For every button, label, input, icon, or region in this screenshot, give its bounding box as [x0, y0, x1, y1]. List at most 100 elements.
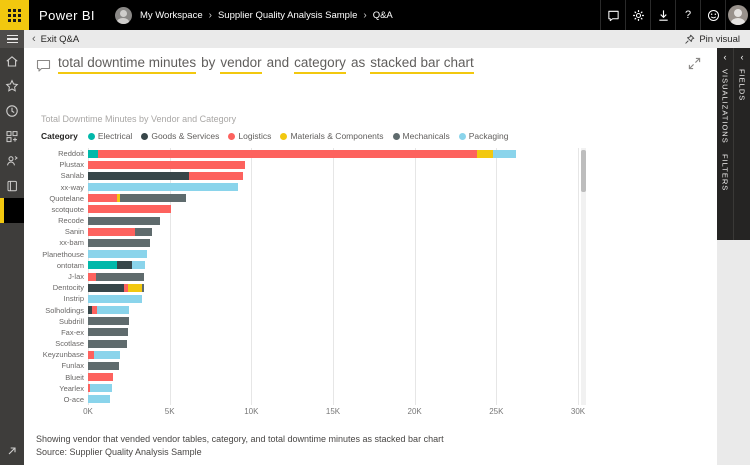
legend-item[interactable]: Goods & Services	[141, 131, 219, 141]
legend-item[interactable]: Electrical	[87, 131, 132, 141]
qna-term[interactable]: total downtime minutes	[58, 55, 197, 74]
y-axis-label[interactable]: Keyzunbase	[42, 350, 84, 360]
bar-row-Blueit[interactable]	[88, 373, 114, 382]
bar-segment[interactable]	[135, 227, 152, 236]
bar-segment[interactable]	[88, 339, 128, 348]
bar-segment[interactable]	[493, 149, 516, 158]
bar-segment[interactable]	[88, 350, 94, 359]
bar-segment[interactable]	[92, 306, 97, 315]
chart-scrollbar[interactable]	[581, 148, 586, 405]
bar-segment[interactable]	[88, 395, 111, 404]
bar-segment[interactable]	[88, 160, 245, 169]
bar-segment[interactable]	[88, 183, 239, 192]
legend-item[interactable]: Materials & Components	[280, 131, 384, 141]
bar-segment[interactable]	[116, 194, 120, 203]
legend-item[interactable]: Mechanicals	[392, 131, 450, 141]
bar-segment[interactable]	[88, 194, 117, 203]
breadcrumb-item[interactable]: Q&A	[372, 9, 393, 21]
bar-row-Solholdings[interactable]	[88, 306, 129, 315]
bar-segment[interactable]	[97, 149, 477, 158]
y-axis-label[interactable]: Scotlase	[55, 339, 84, 349]
bar-segment[interactable]	[119, 194, 186, 203]
qna-term[interactable]: vendor	[220, 55, 262, 74]
app-launcher-button[interactable]	[0, 0, 29, 30]
account-avatar[interactable]	[725, 0, 750, 30]
workspace-avatar[interactable]	[114, 6, 132, 24]
visualizations-filters-panel[interactable]: ‹ VISUALIZATIONS FILTERS	[717, 48, 733, 240]
qna-question-input[interactable]: total downtime minutes by vendor and categor…	[58, 55, 479, 74]
sidebar-item-recent[interactable]	[0, 98, 24, 123]
bar-segment[interactable]	[132, 261, 146, 270]
bar-segment[interactable]	[88, 283, 124, 292]
sidebar-item-active-workspace[interactable]	[0, 198, 24, 223]
bar-segment[interactable]	[96, 272, 145, 281]
y-axis-label[interactable]: J-lax	[68, 272, 84, 281]
y-axis-label[interactable]: ontotam	[56, 260, 84, 270]
bar-row-Recode[interactable]	[88, 216, 160, 225]
bar-segment[interactable]	[123, 283, 128, 292]
y-axis-label[interactable]: xx-way	[60, 182, 84, 192]
y-axis-label[interactable]: Yearlex	[59, 383, 84, 393]
bar-segment[interactable]	[88, 261, 117, 270]
y-axis-label[interactable]: Sanin	[64, 227, 84, 237]
bar-row-Sanin[interactable]	[88, 227, 152, 236]
expand-sidebar-button[interactable]	[0, 441, 24, 461]
gear-button[interactable]	[625, 0, 650, 30]
bar-segment[interactable]	[116, 261, 133, 270]
bar-segment[interactable]	[93, 350, 120, 359]
bar-segment[interactable]	[88, 171, 190, 180]
qna-term[interactable]: category	[294, 55, 346, 74]
download-button[interactable]	[650, 0, 675, 30]
bar-row-Fax-ex[interactable]	[88, 328, 129, 337]
bar-row-Keyzunbase[interactable]	[88, 350, 120, 359]
bar-segment[interactable]	[88, 384, 90, 393]
sidebar-item-favorites[interactable]	[0, 73, 24, 98]
bar-row-xx-bam[interactable]	[88, 238, 151, 247]
y-axis-label[interactable]: Instrip	[63, 294, 84, 304]
y-axis-label[interactable]: Dentocity	[52, 283, 84, 293]
smiley-button[interactable]	[700, 0, 725, 30]
y-axis-label[interactable]: Sanlab	[60, 171, 84, 181]
bar-row-Yearlex[interactable]	[88, 384, 112, 393]
y-axis-label[interactable]: Planethouse	[42, 249, 84, 259]
bar-segment[interactable]	[141, 283, 145, 292]
bar-row-Subdrill[interactable]	[88, 317, 129, 326]
bar-segment[interactable]	[96, 306, 129, 315]
hamburger-menu-button[interactable]	[0, 30, 24, 48]
bar-row-Planethouse[interactable]	[88, 250, 147, 259]
bar-row-J-lax[interactable]	[88, 272, 145, 281]
breadcrumb-item[interactable]: My Workspace	[139, 9, 203, 21]
qna-term[interactable]: stacked bar chart	[370, 55, 474, 74]
focus-mode-icon[interactable]	[688, 57, 701, 75]
bar-row-O-ace[interactable]	[88, 395, 111, 404]
bar-segment[interactable]	[88, 149, 98, 158]
y-axis-label[interactable]: Funlax	[61, 361, 84, 371]
bar-segment[interactable]	[88, 205, 172, 214]
bar-row-Funlax[interactable]	[88, 361, 120, 370]
bar-segment[interactable]	[88, 328, 129, 337]
y-axis-label[interactable]: scotquote	[51, 204, 84, 214]
bar-row-Quotelane[interactable]	[88, 194, 186, 203]
exit-qna-button[interactable]: ‹ Exit Q&A	[32, 33, 79, 45]
bar-segment[interactable]	[88, 373, 114, 382]
qna-connector[interactable]: as	[350, 55, 366, 70]
sidebar-item-home[interactable]	[0, 48, 24, 73]
bar-segment[interactable]	[128, 283, 142, 292]
bar-row-Instrip[interactable]	[88, 294, 142, 303]
bar-segment[interactable]	[88, 227, 136, 236]
bar-segment[interactable]	[88, 250, 147, 259]
y-axis-label[interactable]: Solholdings	[45, 305, 84, 315]
pin-visual-button[interactable]: Pin visual	[684, 34, 740, 45]
qna-connector[interactable]: by	[201, 55, 216, 70]
fields-panel[interactable]: ‹ FIELDS	[734, 48, 750, 240]
bar-segment[interactable]	[88, 238, 151, 247]
bar-segment[interactable]	[88, 317, 129, 326]
bar-row-Scotlase[interactable]	[88, 339, 128, 348]
legend-item[interactable]: Packaging	[458, 131, 508, 141]
bar-segment[interactable]	[476, 149, 494, 158]
y-axis-label[interactable]: Quotelane	[49, 193, 84, 203]
sidebar-item-apps[interactable]	[0, 123, 24, 148]
y-axis-label[interactable]: Recode	[58, 216, 84, 226]
legend-item[interactable]: Logistics	[228, 131, 271, 141]
bar-row-Reddoit[interactable]	[88, 149, 516, 158]
